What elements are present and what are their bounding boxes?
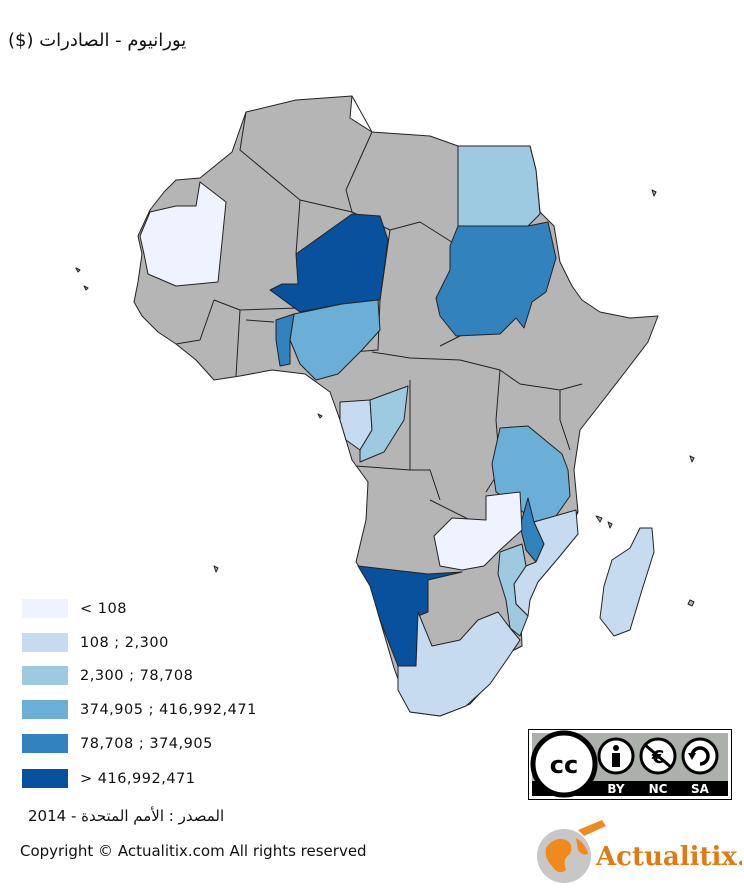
map-title: يورانيوم - الصادرات ($) <box>8 30 187 51</box>
nc-icon: € <box>639 737 677 775</box>
region-south-africa <box>397 611 521 717</box>
cc-text: cc <box>550 751 578 779</box>
region-nigeria <box>289 299 381 381</box>
sa-icon <box>681 737 719 775</box>
region-mauritania <box>139 181 227 287</box>
small-islands <box>75 189 695 607</box>
legend-item: 2,300 ; 78,708 <box>22 665 322 687</box>
actualitix-logo: Actualitix. <box>537 820 742 883</box>
region-congo <box>359 385 409 463</box>
region-sudan <box>435 221 557 337</box>
cc-license-badge: cc € BY NC SA <box>528 729 732 800</box>
legend-item: 78,708 ; 374,905 <box>22 733 322 755</box>
region-mozambique-south <box>497 543 529 637</box>
source-note: المصدر : الأمم المتحدة - 2014 <box>28 807 225 825</box>
legend-item: < 108 <box>22 598 322 620</box>
legend-item: 374,905 ; 416,992,471 <box>22 699 322 721</box>
globe-icon <box>537 820 606 883</box>
cc-icon: cc <box>530 730 598 798</box>
by-icon <box>597 737 635 775</box>
legend-swatch <box>22 599 68 618</box>
sa-label: SA <box>691 782 710 796</box>
legend-item: > 416,992,471 <box>22 768 322 790</box>
region-egypt <box>457 145 541 227</box>
brand-name: Actualitix. <box>595 842 742 872</box>
copyright-note: Copyright © Actualitix.com All rights re… <box>20 842 367 860</box>
legend-swatch <box>22 734 68 753</box>
region-zambia <box>433 491 523 571</box>
legend-label: 374,905 ; 416,992,471 <box>80 702 257 718</box>
legend-label: 78,708 ; 374,905 <box>80 736 213 752</box>
by-label: BY <box>607 782 624 796</box>
region-benin <box>275 313 295 367</box>
region-madagascar <box>599 527 655 637</box>
legend-item: 108 ; 2,300 <box>22 632 322 654</box>
legend-swatch <box>22 666 68 685</box>
legend-swatch <box>22 700 68 719</box>
legend-label: < 108 <box>80 601 127 617</box>
legend-label: 108 ; 2,300 <box>80 635 169 651</box>
legend-label: > 416,992,471 <box>80 771 196 787</box>
legend-swatch <box>22 633 68 652</box>
legend-label: 2,300 ; 78,708 <box>80 668 194 684</box>
nc-label: NC <box>649 782 668 796</box>
legend-swatch <box>22 769 68 788</box>
